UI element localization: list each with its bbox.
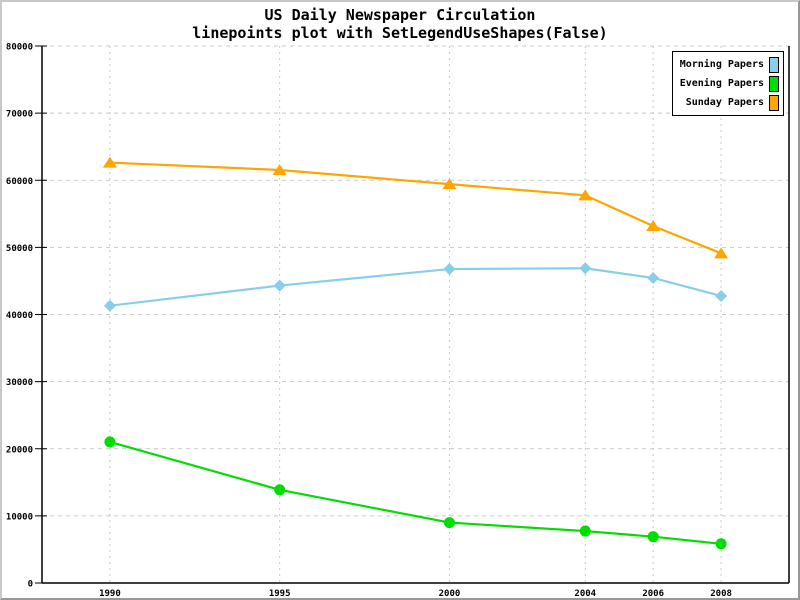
x-tick-label: 2000 [439,589,461,599]
chart-subtitle: linepoints plot with SetLegendUseShapes(… [192,24,608,42]
legend-item-label: Morning Papers [679,59,764,70]
series-line-morning-papers [109,267,722,307]
legend-item: Morning Papers [677,56,779,74]
legend-item-label: Sunday Papers [685,97,764,108]
legend-item: Sunday Papers [677,94,779,112]
x-tick-label: 2006 [642,589,664,599]
x-tick-label: 1995 [269,589,291,599]
data-point-circle [104,436,116,448]
x-tick-label: 2004 [574,589,596,599]
legend-color-swatch [769,94,779,111]
data-point-triangle [714,247,729,259]
data-point-triangle [578,189,593,201]
data-point-circle [647,531,659,543]
legend-item-label: Evening Papers [679,78,764,89]
x-tick-label: 2008 [710,589,732,599]
data-point-circle [579,525,591,537]
y-tick-label: 50000 [6,244,33,254]
legend-color-swatch [769,75,779,92]
x-tick-label: 1990 [99,589,121,599]
data-point-diamond [579,262,592,275]
data-point-diamond [273,279,286,292]
y-tick-label: 0 [28,580,33,590]
y-tick-label: 10000 [6,512,33,522]
data-point-circle [715,538,727,550]
chart-title: US Daily Newspaper Circulation [264,6,536,24]
series-line-evening-papers [109,440,722,545]
y-tick-label: 30000 [6,378,33,388]
chart-header: US Daily Newspaper Circulation linepoint… [2,6,798,42]
legend-box: Morning Papers Evening Papers Sunday Paper… [672,51,784,116]
y-tick-label: 20000 [6,445,33,455]
y-tick-label: 70000 [6,110,33,120]
data-point-diamond [103,299,116,312]
series-line-sunday-papers [109,161,722,255]
data-point-circle [443,517,455,529]
data-point-diamond [647,271,660,284]
y-tick-label: 40000 [6,311,33,321]
data-point-diamond [443,263,456,276]
y-tick-label: 60000 [6,177,33,187]
legend-item: Evening Papers [677,75,779,93]
data-point-triangle [646,220,661,232]
data-point-circle [274,484,286,496]
legend-color-swatch [769,56,779,73]
data-point-diamond [715,289,728,302]
data-point-triangle [442,178,457,190]
y-tick-label: 80000 [6,43,33,53]
data-point-triangle [272,163,287,175]
data-point-triangle [102,156,117,168]
